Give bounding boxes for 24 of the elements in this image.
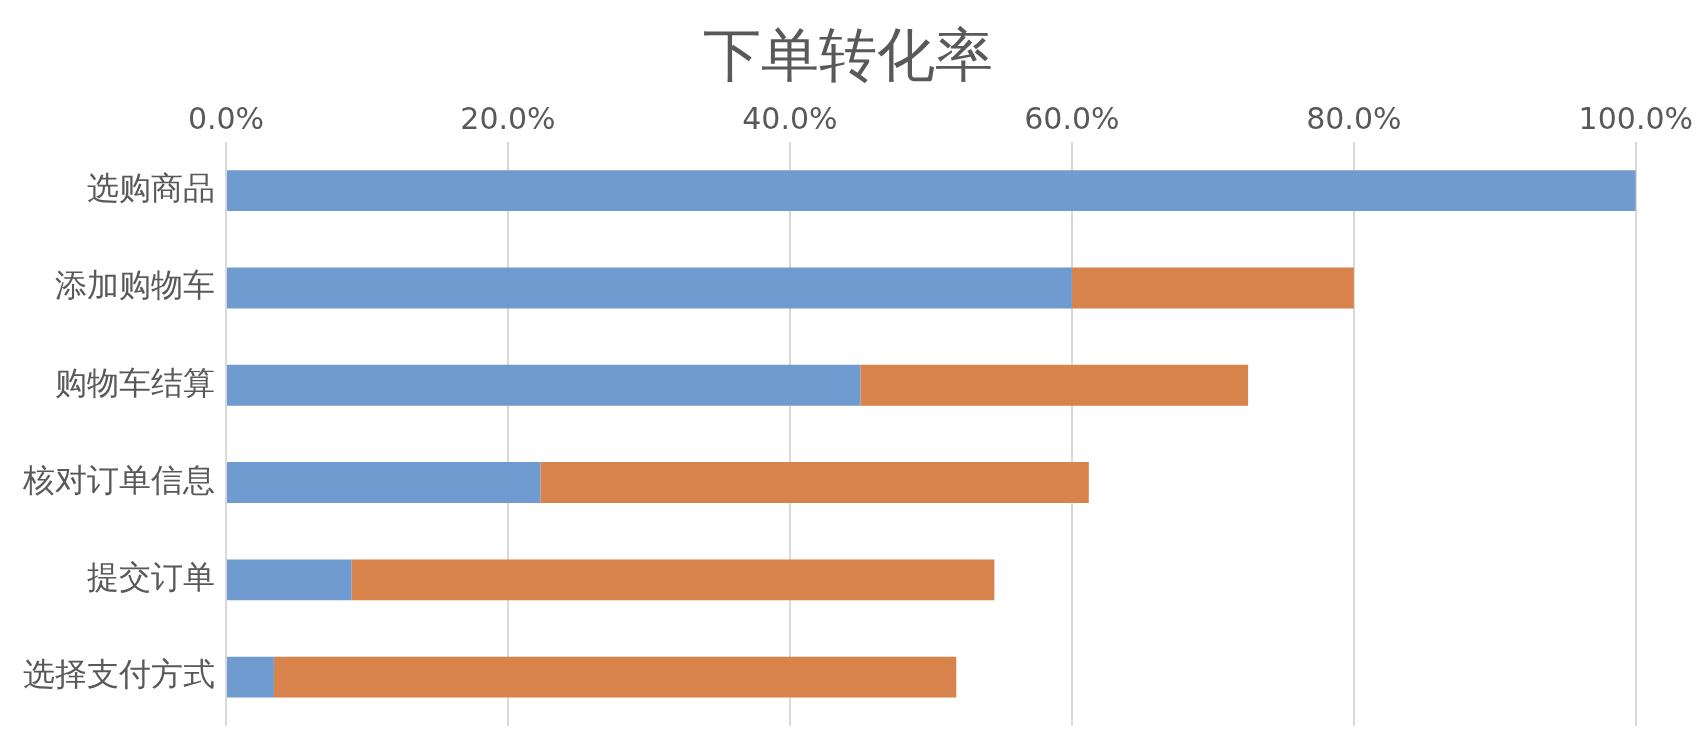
bar xyxy=(227,462,541,503)
y-tick-label: 选购商品 xyxy=(87,168,215,207)
x-tick-label: 100.0% xyxy=(1578,100,1693,136)
bar xyxy=(227,656,274,698)
x-tick-label: 20.0% xyxy=(460,100,556,136)
y-tick-label: 核对订单信息 xyxy=(22,460,215,499)
bar xyxy=(227,559,352,601)
bar xyxy=(1071,267,1354,309)
bar xyxy=(227,170,1636,212)
bar xyxy=(227,364,861,406)
x-tick-label: 60.0% xyxy=(1024,100,1120,136)
bar xyxy=(273,656,957,698)
y-tick-label: 购物车结算 xyxy=(55,363,215,402)
y-tick-label: 选择支付方式 xyxy=(23,655,215,694)
x-tick-label: 80.0% xyxy=(1306,100,1402,136)
y-tick-label: 提交订单 xyxy=(87,558,215,597)
y-tick-label: 添加购物车 xyxy=(55,266,215,305)
x-tick-label: 0.0% xyxy=(187,100,265,136)
chart-title: 下单转化率 xyxy=(702,20,994,91)
bar xyxy=(860,364,1249,406)
x-tick-label: 40.0% xyxy=(742,100,838,136)
bar xyxy=(540,462,1089,503)
bar xyxy=(351,559,995,601)
bar xyxy=(227,267,1072,309)
